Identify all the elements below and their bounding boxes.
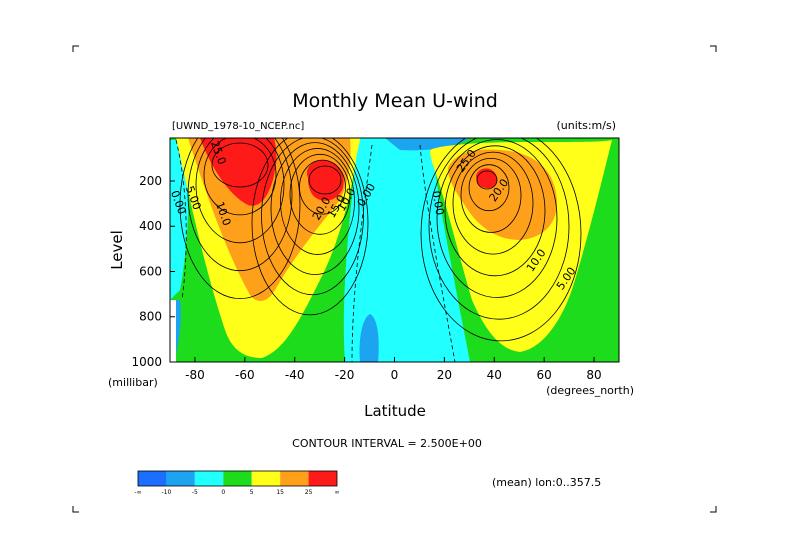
colorbar-tick-label: -5 bbox=[192, 489, 198, 496]
contour-line bbox=[420, 138, 582, 342]
contour-line bbox=[261, 138, 364, 296]
contour-interval-label: CONTOUR INTERVAL = 2.500E+00 bbox=[292, 437, 482, 450]
dataset-label: [UWND_1978-10_NCEP.nc] bbox=[172, 121, 304, 132]
y-tick-label: 600 bbox=[139, 264, 162, 278]
contour-line bbox=[179, 138, 301, 299]
x-tick-label: -80 bbox=[185, 368, 205, 382]
colorbar-tick-label: 5 bbox=[250, 489, 254, 496]
contour-line bbox=[444, 145, 546, 277]
contour-line bbox=[436, 139, 558, 298]
contour-line bbox=[211, 142, 269, 188]
y-tick-label: 1000 bbox=[131, 355, 162, 369]
contour-line bbox=[251, 138, 369, 316]
colorbar-swatch bbox=[308, 471, 337, 486]
negative-contours bbox=[175, 139, 456, 362]
colorbar-swatch bbox=[223, 471, 252, 486]
contour-line bbox=[428, 138, 570, 320]
colorbar-tick-label: -∞ bbox=[134, 489, 141, 496]
field-north-orange bbox=[448, 149, 558, 240]
x-tick-label: 0 bbox=[391, 368, 399, 382]
x-tick-label: 60 bbox=[537, 368, 552, 382]
y-axis: 200 400 600 800 1000 bbox=[131, 174, 175, 369]
contour-line bbox=[280, 148, 355, 255]
x-tick-label: 40 bbox=[487, 368, 502, 382]
contour-line bbox=[299, 159, 346, 215]
colorbar-tick-label: 15 bbox=[276, 489, 284, 496]
contour-line bbox=[476, 170, 498, 190]
x-axis-units: (degrees_north) bbox=[546, 384, 634, 397]
field-blue-patch bbox=[359, 314, 379, 362]
field-south-red-1 bbox=[200, 138, 277, 206]
y-tick-label: 200 bbox=[139, 174, 162, 188]
contour-line bbox=[468, 164, 510, 212]
y-tick-label: 800 bbox=[139, 310, 162, 324]
field-easterly-band bbox=[343, 138, 470, 362]
field-easterly-polar bbox=[170, 140, 189, 300]
colorbar-frame bbox=[137, 470, 338, 487]
mean-label: (mean) lon:0..357.5 bbox=[492, 476, 601, 489]
colorbar-tick-label: ∞ bbox=[335, 489, 340, 496]
contour-label: 0.00 bbox=[429, 190, 446, 216]
chart-title: Monthly Mean U-wind bbox=[292, 90, 498, 112]
x-axis: -80 -60 -40 -20 0 20 40 60 80 bbox=[185, 357, 602, 382]
contour-line bbox=[187, 138, 293, 272]
field-north-red bbox=[476, 168, 498, 189]
colorbar-swatch bbox=[280, 471, 309, 486]
contour-line bbox=[460, 157, 522, 233]
field-blue-top bbox=[385, 138, 470, 151]
x-axis-label: Latitude bbox=[364, 402, 426, 420]
colorbar-tick-label: 25 bbox=[305, 489, 313, 496]
contour-line bbox=[308, 165, 342, 195]
colorbar: -∞ -10 -5 0 5 15 25 ∞ bbox=[134, 470, 340, 496]
x-tick-label: 80 bbox=[586, 368, 601, 382]
colorbar-swatch bbox=[166, 471, 195, 486]
x-tick-label: 20 bbox=[437, 368, 452, 382]
colorbar-swatch bbox=[251, 471, 281, 486]
field-south-red-2 bbox=[306, 160, 344, 201]
colorbar-tick-label: 0 bbox=[221, 489, 225, 496]
contour-line bbox=[203, 138, 277, 216]
x-tick-label: -60 bbox=[235, 368, 255, 382]
colorbar-swatch bbox=[194, 471, 224, 486]
contour-line bbox=[452, 151, 534, 255]
x-tick-label: -20 bbox=[335, 368, 355, 382]
y-axis-units: (millibar) bbox=[108, 376, 158, 389]
contour-line bbox=[289, 153, 351, 235]
crop-marks bbox=[72, 45, 717, 513]
field-missing-data bbox=[170, 300, 176, 362]
y-tick-label: 400 bbox=[139, 219, 162, 233]
units-label: (units:m/s) bbox=[557, 119, 617, 132]
y-axis-label: Level bbox=[108, 230, 126, 270]
contour-lines bbox=[179, 138, 582, 342]
x-tick-label: -40 bbox=[285, 368, 305, 382]
contour-line bbox=[195, 138, 285, 244]
colorbar-swatch bbox=[138, 471, 167, 486]
contour-line bbox=[270, 142, 360, 276]
plot-area bbox=[170, 138, 619, 362]
colorbar-tick-label: -10 bbox=[162, 489, 172, 496]
